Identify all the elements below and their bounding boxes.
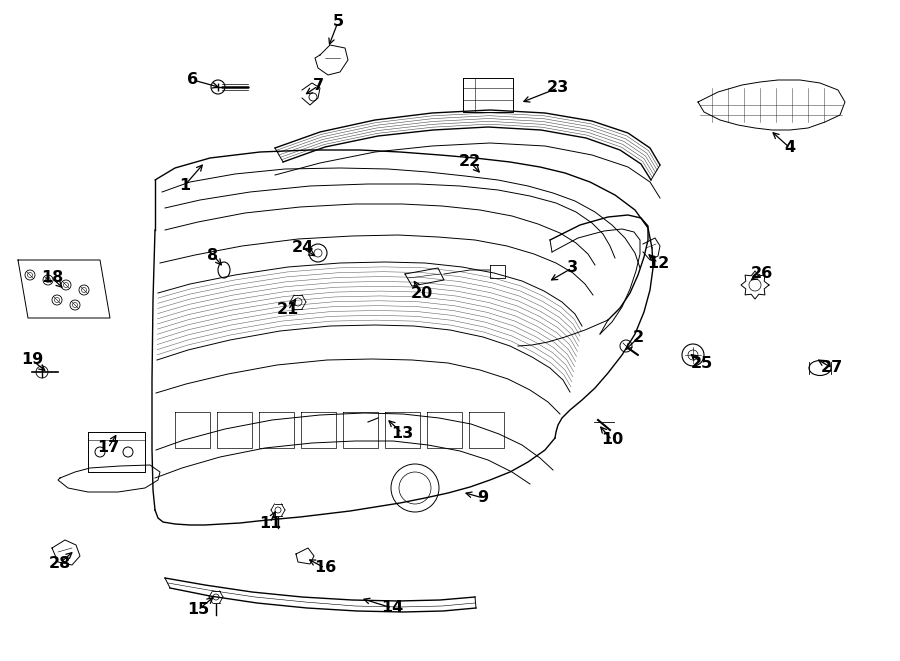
Text: 25: 25 <box>691 356 713 371</box>
Text: 6: 6 <box>187 73 199 87</box>
Text: 8: 8 <box>207 247 219 262</box>
Text: 22: 22 <box>459 155 482 169</box>
Text: 23: 23 <box>547 81 569 95</box>
Text: 26: 26 <box>751 266 773 280</box>
Text: 9: 9 <box>477 490 489 506</box>
Text: 27: 27 <box>821 360 843 375</box>
Text: 21: 21 <box>277 303 299 317</box>
Text: 17: 17 <box>97 440 119 455</box>
Text: 1: 1 <box>179 178 191 192</box>
Text: 13: 13 <box>391 426 413 440</box>
Text: 15: 15 <box>187 602 209 617</box>
Text: 14: 14 <box>381 600 403 615</box>
Text: 5: 5 <box>332 15 344 30</box>
Text: 18: 18 <box>40 270 63 286</box>
Text: 3: 3 <box>566 260 578 276</box>
Text: 24: 24 <box>292 241 314 256</box>
Text: 20: 20 <box>411 286 433 301</box>
Text: 2: 2 <box>633 330 643 346</box>
Text: 16: 16 <box>314 561 336 576</box>
Text: 12: 12 <box>647 256 669 270</box>
Text: 19: 19 <box>21 352 43 368</box>
Text: 10: 10 <box>601 432 623 447</box>
Text: 4: 4 <box>785 141 796 155</box>
Text: 7: 7 <box>312 79 324 93</box>
Text: 28: 28 <box>49 555 71 570</box>
Text: 11: 11 <box>259 516 281 531</box>
